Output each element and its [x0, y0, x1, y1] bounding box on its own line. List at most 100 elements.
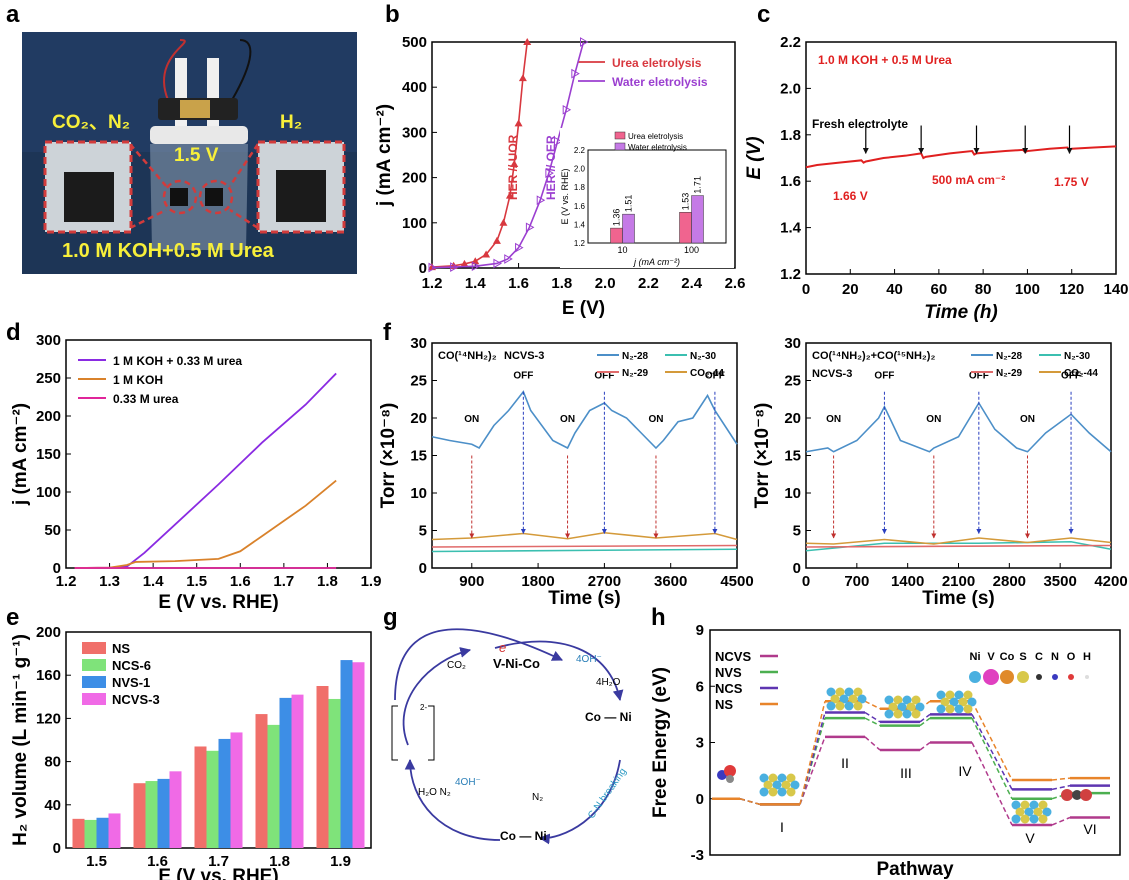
h-slab-atom [853, 701, 863, 711]
b-inset-legend-label: Water eletrolysis [628, 143, 687, 152]
b-inset-xtick: 10 [617, 245, 627, 255]
h-state-label: II [841, 755, 849, 771]
f2-ytick-label: 15 [784, 448, 801, 465]
e-bar [267, 724, 280, 848]
electrolysis-photo: CO₂、N₂ H₂ 1.5 V 1.0 M KOH+0.5 M Urea [22, 32, 357, 274]
d-xtick-label: 1.3 [99, 573, 120, 590]
h-slab-atom [1038, 800, 1048, 810]
f1-xtick-label: 3600 [654, 573, 687, 590]
scheme-co2: CO₂ [447, 660, 466, 671]
b-xtick-label: 1.6 [508, 275, 529, 292]
d-xlabel: E (V vs. RHE) [158, 592, 278, 613]
h-slab-atom [768, 787, 778, 797]
h-connector [1051, 816, 1071, 826]
e-bar [108, 813, 121, 848]
h-slab-atom [963, 690, 973, 700]
h-state-label: IV [958, 763, 972, 779]
b-ytick-label: 200 [402, 170, 427, 187]
b-inset-ytick: 2.0 [574, 165, 586, 174]
b-xtick-label: 1.2 [422, 275, 443, 292]
b-inset-xlabel: j (mA cm⁻²) [633, 257, 680, 267]
e-legend-swatch [82, 693, 106, 705]
f2-off-label: OFF [874, 370, 894, 381]
f2-xtick-label: 0 [802, 573, 810, 590]
e-legend-label: NVS-1 [112, 675, 150, 690]
b-point [562, 104, 572, 115]
c-xtick-label: 140 [1103, 281, 1128, 298]
e-ylabel: H₂ volume (L min⁻¹ g⁻¹) [10, 634, 31, 846]
b-inset-bar-label: 1.51 [624, 195, 634, 213]
c-ytick-label: 1.2 [780, 266, 801, 283]
h-state-label: V [1025, 830, 1035, 846]
h-slab-atom [857, 694, 867, 704]
b-point [545, 168, 554, 178]
f1-series-line [431, 548, 738, 553]
c-ylabel: E (V) [744, 136, 765, 179]
b-point [505, 191, 514, 199]
f1-ytick-label: 15 [410, 448, 427, 465]
f1-legend-label: CO₂-44 [690, 368, 724, 379]
c-xtick-label: 100 [1015, 281, 1040, 298]
photo-electrolyte: 1.0 M KOH+0.5 M Urea [62, 240, 275, 262]
f1-on-label: ON [648, 414, 663, 425]
e-bar [72, 818, 85, 848]
e-bar [206, 750, 219, 848]
d-xtick-label: 1.7 [273, 573, 294, 590]
f1-title-right: NCVS-3 [504, 350, 544, 362]
f2-title-right: NCVS-3 [812, 368, 852, 380]
photo-right-label: H₂ [280, 112, 302, 133]
f2-series-line [805, 544, 1112, 548]
h-slab-atom [884, 709, 894, 719]
d-ytick-label: 200 [36, 408, 61, 425]
h-slab-atom [777, 787, 787, 797]
b-inset-ytick: 2.2 [574, 146, 586, 155]
h-slab-atom [967, 697, 977, 707]
h-slab-atom [893, 695, 903, 705]
f1-off-label: OFF [705, 370, 725, 381]
f2-legend-label: N₂-28 [996, 351, 1023, 362]
b-point [482, 250, 491, 258]
f2-off-label: OFF [1061, 370, 1081, 381]
h-connector [799, 712, 826, 805]
d-ytick-label: 300 [36, 332, 61, 349]
e-bar [169, 771, 182, 848]
h-connector [739, 798, 761, 806]
b-inset-frame [587, 149, 727, 244]
b-inset-bar-label: 1.71 [693, 176, 703, 194]
b-point [460, 259, 469, 267]
b-point [493, 258, 502, 269]
h-slab-atom [893, 709, 903, 719]
h-slab-atom [940, 697, 950, 707]
h-slab-atom [902, 709, 912, 719]
f1-legend-label: N₂-30 [690, 351, 717, 362]
d-series-line [74, 479, 337, 569]
h-slab-atom [768, 773, 778, 783]
c-xtick-label: 120 [1059, 281, 1084, 298]
h-ylabel: Free Energy (eV) [650, 667, 671, 818]
f2-legend-label: CO₂-44 [1064, 368, 1098, 379]
h-element-swatch [1036, 674, 1042, 680]
e-legend-label: NCVS-3 [112, 692, 160, 707]
h-slab-atom [853, 687, 863, 697]
h-slab-atom [954, 690, 964, 700]
f1-title-left: CO(¹⁴NH₂)₂ [438, 350, 497, 362]
c-annot-end: 1.75 V [1054, 175, 1089, 189]
f1-off-label: OFF [513, 370, 533, 381]
f1-ytick-label: 25 [410, 373, 427, 390]
e-bar [328, 698, 341, 848]
h-slab-atom [835, 701, 845, 711]
h-slab-atom [958, 697, 968, 707]
h-slab-atom [902, 695, 912, 705]
h-slab-atom [759, 787, 769, 797]
e-bar [316, 686, 329, 848]
b-ytick-label: 500 [402, 34, 427, 51]
b-inset-bg [560, 128, 734, 268]
b-point [428, 262, 438, 273]
h-element-label: S [1019, 651, 1026, 663]
e-xtick-label: 1.5 [86, 853, 107, 870]
b-point [504, 254, 513, 264]
h-element-swatch [1085, 675, 1089, 679]
chart-e-h2-volume: 0 40 80 120 160 200 1.5 1.6 1.7 1.8 1.9 NS NCS-6 NVS-… [10, 624, 372, 880]
f2-ytick-label: 0 [793, 560, 801, 577]
h-slab-atom [954, 704, 964, 714]
